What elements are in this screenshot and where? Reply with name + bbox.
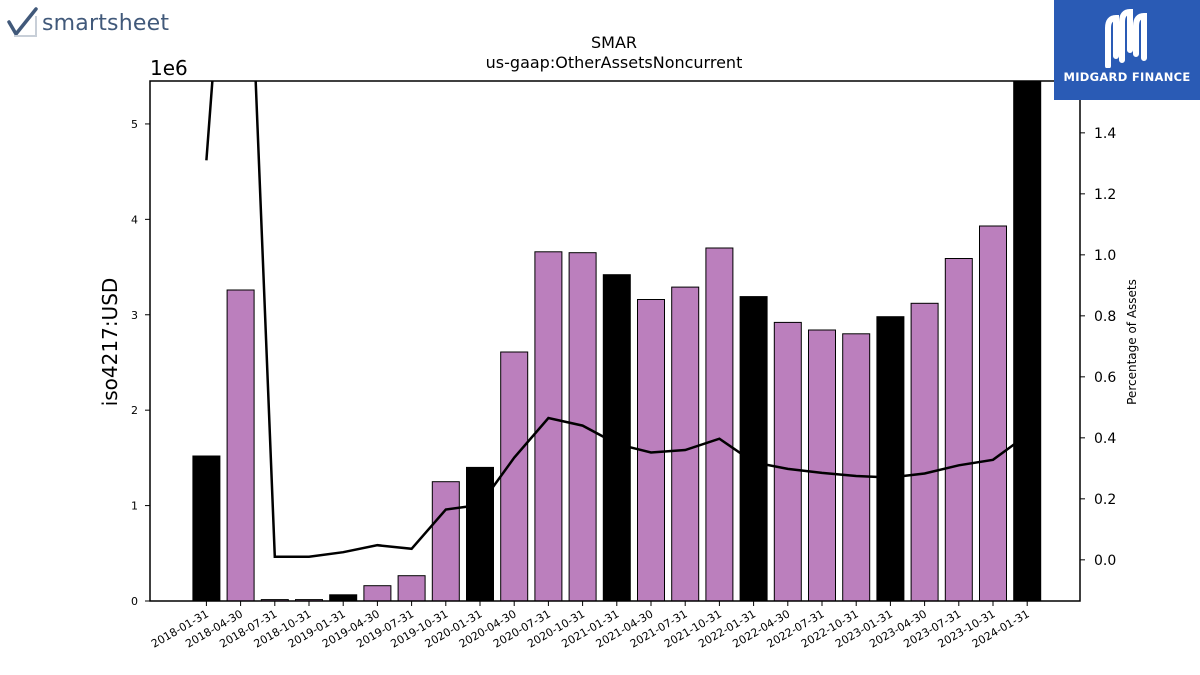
bar-2023-01-31 bbox=[876, 316, 905, 602]
smartsheet-logo: smartsheet bbox=[6, 4, 169, 42]
smartsheet-wordmark: smartsheet bbox=[42, 10, 170, 36]
y2-tick-label: 0.4 bbox=[1094, 431, 1116, 447]
y2-tick-label: 1.4 bbox=[1094, 126, 1116, 142]
midgard-wordmark: MIDGARD FINANCE bbox=[1063, 70, 1191, 84]
bar-2023-10-31 bbox=[979, 225, 1007, 602]
bar-2021-01-31 bbox=[602, 274, 631, 602]
y-tick-label: 0 bbox=[131, 595, 138, 608]
bar-2023-07-31 bbox=[944, 258, 973, 602]
y-tick-label: 5 bbox=[131, 118, 138, 131]
checkmark-icon bbox=[7, 7, 38, 37]
chart-subtitle: us-gaap:OtherAssetsNoncurrent bbox=[486, 53, 743, 72]
y-axis-label: iso4217:USD bbox=[98, 278, 122, 407]
y-tick-label: 1 bbox=[131, 500, 138, 513]
y2-tick-label: 1.2 bbox=[1094, 187, 1116, 203]
pct-of-assets-line bbox=[205, 81, 1028, 559]
bar-2019-04-30 bbox=[363, 585, 392, 602]
bars-layer bbox=[192, 80, 1042, 602]
y2-axis-label: Percentage of Assets bbox=[1125, 279, 1139, 405]
line-layer bbox=[205, 81, 1028, 559]
y-tick-label: 4 bbox=[131, 213, 138, 226]
y-multiplier-label: 1e6 bbox=[150, 56, 188, 80]
y2-tick-label: 0.0 bbox=[1094, 553, 1116, 569]
bar-2024-01-31 bbox=[1013, 80, 1042, 602]
bar-2021-07-31 bbox=[671, 286, 700, 602]
bar-2018-01-31 bbox=[192, 455, 221, 602]
chart-title: SMAR bbox=[591, 33, 637, 52]
bar-2022-04-30 bbox=[773, 321, 802, 602]
y-tick-label: 2 bbox=[131, 404, 138, 417]
bar-2022-07-31 bbox=[808, 329, 836, 602]
bar-2019-10-31 bbox=[431, 481, 460, 602]
bar-2019-07-31 bbox=[397, 575, 426, 602]
y-tick-label: 3 bbox=[131, 309, 138, 322]
y2-tick-label: 0.8 bbox=[1094, 309, 1116, 325]
bar-2019-01-31 bbox=[329, 594, 358, 602]
plot-frame bbox=[149, 80, 1081, 602]
bar-2020-01-31 bbox=[466, 466, 494, 602]
y2-tick-label: 0.2 bbox=[1094, 492, 1116, 508]
bar-2023-04-30 bbox=[910, 302, 939, 602]
y2-tick-label: 1.0 bbox=[1094, 248, 1116, 264]
y2-tick-label: 0.6 bbox=[1094, 370, 1116, 386]
bar-2022-01-31 bbox=[739, 296, 768, 602]
bar-2021-10-31 bbox=[705, 247, 734, 602]
bar-2020-07-31 bbox=[534, 251, 563, 602]
bar-2020-04-30 bbox=[500, 351, 529, 602]
bar-2022-10-31 bbox=[842, 333, 871, 602]
bar-2018-04-30 bbox=[226, 289, 255, 602]
midgard-logo-icon bbox=[1105, 8, 1147, 68]
midgard-finance-logo: MIDGARD FINANCE bbox=[1054, 0, 1200, 100]
